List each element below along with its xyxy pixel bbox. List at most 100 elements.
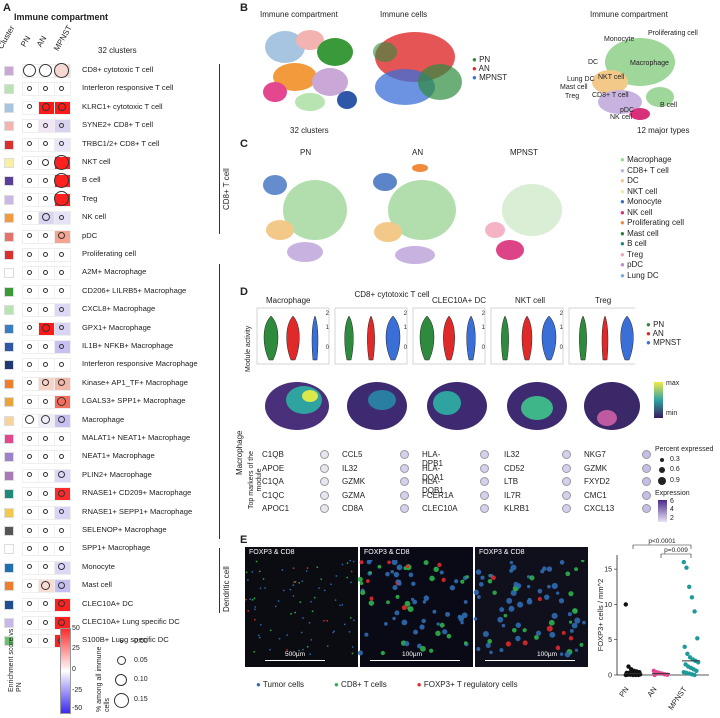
cluster-label: Interferon responsive T cell (82, 83, 174, 93)
cluster-swatch (4, 360, 14, 371)
cluster-swatch (4, 121, 14, 132)
cluster-swatch (4, 194, 14, 205)
type-label: Lung DC (567, 76, 595, 83)
abundance-dot (27, 325, 32, 331)
legend-item: ● pDC (620, 260, 643, 269)
caption-major-types: 12 major types (637, 126, 690, 135)
cluster-label: S100B+ Lung specific DC (82, 635, 169, 645)
abundance-dot (27, 601, 32, 607)
panel-d-letter: D (240, 286, 248, 298)
violin-ytick: 1 (404, 325, 408, 331)
abundance-dot (43, 527, 48, 533)
cluster-label: RNASE1+ CD209+ Macrophage (82, 488, 192, 498)
umap-clusters (263, 30, 357, 111)
size-legend-tick: 0.00 (134, 638, 148, 645)
marker-gene: CLEC10A (422, 504, 458, 513)
column-header-an: AN (35, 34, 49, 49)
legend-dot: ● (620, 249, 627, 259)
abundance-dot (59, 545, 64, 551)
size-legend-tick: 0.15 (134, 696, 148, 703)
abundance-dot (27, 619, 32, 625)
cluster-label: CD206+ LILRB5+ Macrophage (82, 285, 187, 295)
marker-dot (320, 477, 329, 486)
abundance-dot (43, 233, 48, 239)
cluster-label: CLEC10A+ DC (82, 598, 134, 608)
abundance-dot (27, 435, 32, 441)
umap-immune-cells (373, 32, 462, 105)
violin (311, 315, 319, 361)
data-point (687, 584, 692, 589)
umap-title-pn: PN (300, 148, 312, 157)
violin-ytick: 2 (560, 311, 564, 317)
marker-dot (562, 490, 571, 500)
violin (601, 315, 609, 361)
marker-gene: CCL5 (342, 450, 363, 459)
abundance-dot (43, 177, 48, 183)
marker-dot (642, 504, 651, 513)
abundance-dot (27, 233, 32, 239)
legend-an: AN (478, 64, 490, 73)
violin (466, 315, 476, 361)
legend-label: Treg (626, 249, 644, 259)
violin-ytick: 2 (482, 311, 486, 317)
marker-dot (320, 504, 329, 513)
umap-title-an: AN (412, 148, 424, 157)
abundance-dot (41, 415, 50, 425)
violin (419, 315, 435, 361)
abundance-dot (27, 85, 32, 91)
violin (367, 315, 375, 361)
legend-item: ● Treg (620, 250, 643, 259)
abundance-dot (58, 416, 65, 424)
abundance-dot (43, 490, 48, 496)
legend-dot: ● (620, 228, 628, 238)
module-title: CD8+ cytotoxic T cell (354, 290, 430, 299)
group-label-cd8: CD8+ T cell (222, 168, 231, 210)
violin-ytick: 2 (326, 311, 330, 317)
legend-pn: PN (479, 55, 491, 64)
abundance-dot (59, 288, 64, 294)
marker-dot (642, 477, 651, 486)
cluster-label: CXCL8+ Macrophage (82, 304, 156, 314)
abundance-dot (43, 564, 48, 570)
abundance-dot (43, 619, 48, 625)
type-label: DC (588, 59, 599, 66)
abundance-dot (43, 435, 48, 441)
data-point (695, 636, 700, 641)
abundance-dot (54, 172, 69, 188)
umap-title-mpnst: MPNST (510, 148, 538, 157)
legend-dot: ● (620, 197, 628, 206)
abundance-dot (59, 325, 64, 331)
marker-gene: C1QC (262, 490, 285, 500)
abundance-dot (43, 288, 48, 294)
cluster-label: IL1B+ NFKB+ Macrophage (82, 341, 174, 350)
cluster-label: pDC (82, 230, 98, 240)
abundance-dot (43, 361, 48, 367)
marker-dot (400, 477, 409, 486)
legend-dot: ● (620, 155, 628, 164)
abundance-dot (27, 122, 32, 128)
y-tick-label: 0 (608, 673, 612, 680)
legend-label: NKT cell (627, 186, 658, 196)
cluster-label: Kinase+ AP1_TF+ Macrophage (82, 377, 188, 387)
cluster-label: GPX1+ Macrophage (82, 322, 152, 332)
cluster-label: B cell (82, 175, 101, 185)
abundance-dot (43, 196, 48, 202)
cluster-label: Macrophage (82, 414, 125, 424)
microscopy-image-1: FOXP3 & CD8 500µm (245, 547, 358, 667)
legend-pn: PN (653, 320, 665, 329)
abundance-dot (59, 85, 64, 91)
group-bracket-macrophage (219, 264, 220, 539)
group-label-dc: Dendritic cell (222, 566, 231, 612)
scale-bar (485, 660, 575, 661)
microscopy-image-3: FOXP3 & CD8 100µm (475, 547, 588, 667)
abundance-dot (27, 472, 32, 478)
pct-dot (660, 458, 664, 462)
significance-bracket (632, 544, 692, 549)
violin (501, 315, 509, 361)
violin (541, 315, 557, 361)
cluster-swatch (4, 102, 14, 113)
cluster-swatch (4, 342, 14, 352)
abundance-dot (43, 343, 48, 349)
abundance-dot (59, 122, 64, 128)
cluster-swatch (4, 397, 14, 408)
